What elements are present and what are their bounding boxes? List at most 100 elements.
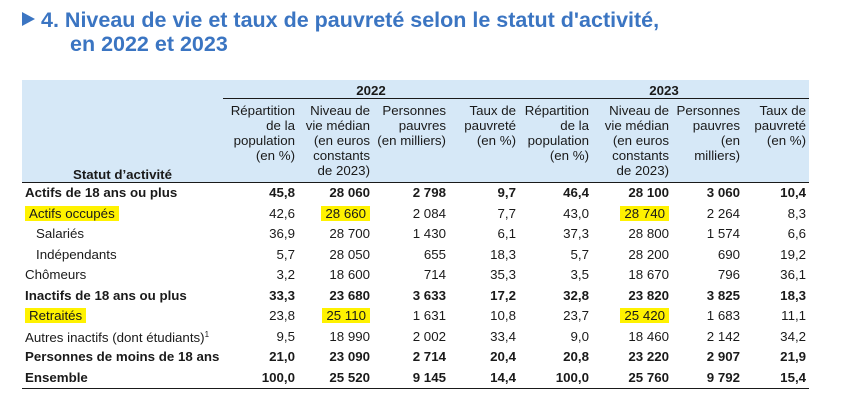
table-row: Salariés 36,9 28 700 1 430 6,1 37,3 28 800 1 57… (22, 224, 809, 245)
cell-value: 23,8 (269, 308, 295, 324)
cell-value: 1 430 (412, 226, 446, 242)
cell-value: 33,3 (269, 287, 295, 303)
cell-poor-persons-2023: 2 142 (672, 327, 743, 348)
cell-poverty-rate-2023: 21,9 (743, 347, 809, 368)
cell-value: 18,3 (780, 287, 807, 303)
col-header-line: (en euros (313, 133, 370, 148)
table-row: Chômeurs 3,2 18 600 714 35,3 3,5 18 670 796 36,1 (22, 265, 809, 286)
col-header-poverty-rate-2023: Taux de pauvreté (en %) (743, 98, 810, 183)
col-header-line: vie médian (305, 118, 370, 133)
cell-poor-persons-2023: 3 825 (672, 286, 743, 307)
year-2023-header: 2023 (519, 80, 810, 99)
table-row: Retraités 23,8 25 110 1 631 10,8 23,7 25 420 1 … (22, 306, 809, 327)
col-header-line: (en %) (549, 148, 590, 163)
cell-value: 25 520 (329, 369, 370, 385)
cell-value: 25 760 (628, 369, 670, 385)
cell-poverty-rate-2023: 36,1 (743, 265, 809, 286)
cell-value: 1 631 (412, 308, 446, 324)
cell-value: 11,1 (781, 308, 807, 324)
figure-number: 4. (41, 8, 59, 32)
cell-poor-persons-2022: 9 145 (373, 367, 449, 389)
row-label-text: Ensemble (25, 369, 88, 385)
row-label-text: Salariés (36, 226, 85, 242)
cell-value: 15,4 (780, 369, 807, 385)
cell-poor-persons-2022: 2 798 (373, 182, 449, 204)
cell-poverty-rate-2023: 8,3 (743, 204, 809, 225)
cell-poverty-rate-2023: 18,3 (743, 286, 809, 307)
title-line-1: Niveau de vie et taux de pauvreté selon … (64, 8, 660, 32)
cell-median-living-standard-2023: 28 800 (592, 224, 672, 245)
cell-median-living-standard-2022: 23 680 (298, 286, 373, 307)
cell-value: 10,8 (490, 308, 517, 324)
cell-value: 20,4 (490, 349, 517, 365)
cell-value: 36,1 (780, 267, 807, 283)
col-header-line: Répartition (230, 103, 295, 118)
cell-poor-persons-2023: 9 792 (672, 367, 744, 389)
cell-value: 2 798 (412, 185, 446, 201)
col-header-poor-persons-2023: Personnes pauvres (en milliers) (672, 98, 744, 183)
cell-poor-persons-2022: 2 002 (373, 327, 449, 348)
cell-population-share-2022: 45,8 (223, 182, 298, 204)
poverty-table: Statut d’activité 2022 2023 Répartition d… (22, 80, 810, 389)
cell-median-living-standard-2022: 28 060 (298, 182, 373, 204)
cell-poverty-rate-2023: 6,6 (743, 224, 809, 245)
cell-value: 17,2 (490, 287, 517, 303)
col-header-line: de 2023) (317, 163, 371, 178)
cell-value: 9 145 (412, 369, 446, 385)
triangle-arrow-icon (22, 12, 35, 26)
cell-value: 21,0 (269, 349, 295, 365)
cell-median-living-standard-2023: 23 220 (592, 347, 672, 368)
cell-poverty-rate-2022: 14,4 (449, 367, 520, 389)
table-body: Actifs de 18 ans ou plus 45,8 28 060 2 798 9… (22, 182, 810, 389)
cell-median-living-standard-2022: 25 110 (298, 306, 373, 327)
cell-poor-persons-2023: 3 060 (672, 182, 744, 204)
table-row: Actifs occupés 42,6 28 660 2 084 7,7 43,0 28 7… (22, 204, 809, 225)
cell-poor-persons-2022: 714 (373, 265, 449, 286)
cell-poverty-rate-2022: 17,2 (449, 286, 519, 307)
cell-poor-persons-2023: 796 (672, 265, 743, 286)
cell-value: 1 683 (706, 308, 741, 324)
cell-poor-persons-2022: 655 (373, 245, 449, 266)
cell-population-share-2022: 9,5 (223, 327, 298, 348)
cell-median-living-standard-2022: 28 050 (298, 245, 373, 266)
table-row: Indépendants 5,7 28 050 655 18,3 5,7 28 200 690… (22, 245, 809, 266)
cell-population-share-2022: 33,3 (223, 286, 298, 307)
cell-population-share-2023: 20,8 (519, 347, 592, 368)
col-header-line: de la (560, 118, 590, 133)
year-2022-header: 2022 (223, 80, 520, 99)
cell-value: 5,7 (570, 246, 590, 262)
cell-value: 36,9 (269, 226, 295, 242)
cell-poor-persons-2023: 1 574 (672, 224, 743, 245)
cell-value: 6,1 (497, 226, 517, 242)
cell-poor-persons-2022: 2 714 (373, 347, 449, 368)
cell-population-share-2023: 46,4 (519, 182, 593, 204)
row-label: Indépendants (22, 245, 223, 266)
cell-value: 46,4 (563, 185, 590, 201)
col-header-line: (en %) (766, 133, 807, 148)
cell-value: 714 (423, 267, 446, 283)
cell-value: 23 820 (628, 287, 670, 303)
cell-poor-persons-2023: 2 907 (672, 347, 743, 368)
cell-value: 23,7 (563, 308, 590, 324)
cell-poverty-rate-2022: 20,4 (449, 347, 519, 368)
row-label-text: Retraités (25, 308, 87, 324)
cell-population-share-2023: 100,0 (519, 367, 593, 389)
cell-value: 19,2 (780, 246, 807, 262)
cell-poor-persons-2023: 1 683 (672, 306, 743, 327)
table-row: Ensemble 100,0 25 520 9 145 14,4 100,0 25 760 9… (22, 367, 810, 389)
col-header-line: Niveau de (609, 103, 670, 118)
col-header-poor-persons-2022: Personnes pauvres (en milliers) (373, 98, 449, 183)
col-header-population-share-2023: Répartition de la population (en %) (519, 98, 593, 183)
cell-value: 2 084 (412, 205, 446, 221)
cell-median-living-standard-2023: 28 740 (592, 204, 672, 225)
cell-poverty-rate-2023: 19,2 (743, 245, 809, 266)
cell-value: 7,7 (497, 205, 517, 221)
cell-poverty-rate-2023: 15,4 (743, 367, 810, 389)
col-header-line: (en milliers) (377, 133, 446, 148)
col-header-line: population (527, 133, 590, 148)
cell-population-share-2023: 37,3 (519, 224, 592, 245)
col-header-line: pauvres (692, 118, 741, 133)
cell-value: 3 633 (412, 287, 446, 303)
table-row: Inactifs de 18 ans ou plus 33,3 23 680 3 63… (22, 286, 809, 307)
cell-value: 23 680 (329, 287, 370, 303)
